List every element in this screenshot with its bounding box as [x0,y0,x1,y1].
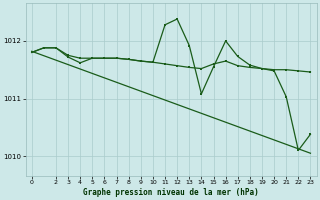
X-axis label: Graphe pression niveau de la mer (hPa): Graphe pression niveau de la mer (hPa) [83,188,259,197]
